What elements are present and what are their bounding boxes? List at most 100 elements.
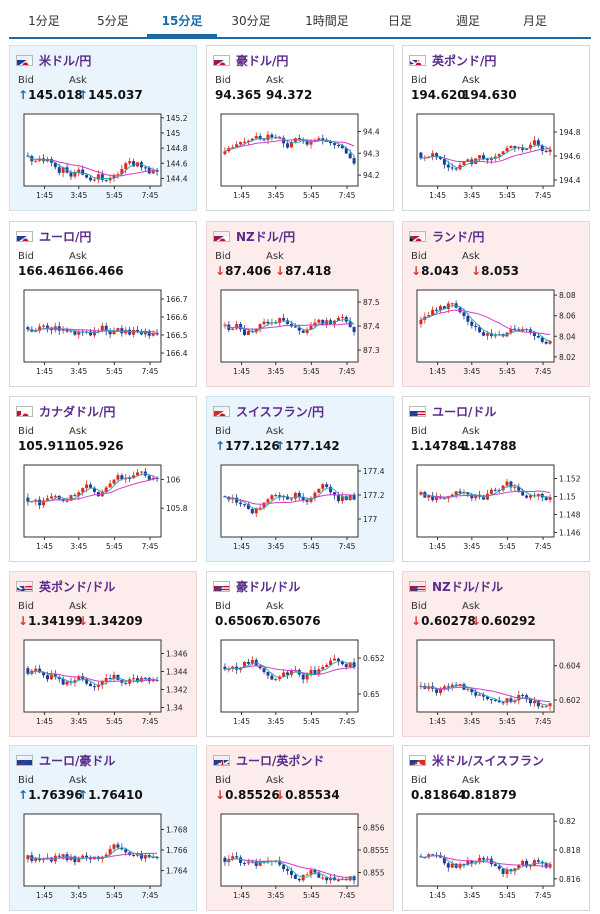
chart-svg: 106 105.8 1:45 3:45 5:45 7:45 (23, 464, 188, 551)
candle-body (81, 169, 85, 175)
moving-average-short (224, 136, 355, 157)
x-tick-label: 7:45 (142, 891, 159, 900)
rate-card[interactable]: NZドル/ドル Bid Ask ↓0.60278 ↓0.60292 0.604 0.602 1… (402, 571, 590, 737)
candle-body (485, 696, 489, 700)
pair-title[interactable]: ユーロ/豪ドル (39, 753, 116, 768)
candle-body (34, 330, 38, 332)
moving-average-long (420, 685, 551, 702)
gb-jp-flag-icon (409, 54, 426, 66)
x-tick-label: 3:45 (267, 891, 284, 900)
pair-title[interactable]: 豪ドル/円 (236, 53, 289, 68)
ask-value: 0.81879 (462, 788, 517, 802)
candle-body (155, 680, 159, 682)
candle-body (348, 494, 352, 501)
rate-card[interactable]: ユーロ/円 Bid Ask 166.461 166.466 166.7 166.6 166.5… (9, 221, 197, 387)
tab-2[interactable]: 15分足 (147, 6, 217, 37)
rate-card[interactable]: 豪ドル/ドル Bid Ask 0.65067 0.65076 0.652 0.65 1:45 3… (206, 571, 394, 737)
ask-label: Ask (69, 601, 87, 612)
y-tick-label: 87.5 (363, 298, 380, 307)
rate-card[interactable]: ユーロ/英ポンド Bid Ask ↓0.85526 ↓0.85534 0.856 0.855… (206, 745, 394, 911)
candle-body (431, 495, 435, 501)
candle-body (143, 167, 147, 169)
candle-body (266, 321, 270, 324)
tab-1[interactable]: 5分足 (97, 14, 129, 28)
tab-3[interactable]: 30分足 (231, 14, 271, 28)
tab-7[interactable]: 月足 (522, 14, 547, 28)
rate-card[interactable]: 米ドル/円 Bid Ask ↑145.018 ↑145.037 145.2 145 144.8… (9, 45, 197, 211)
rate-card[interactable]: 英ポンド/ドル Bid Ask ↓1.34199 ↓1.34209 1.346 1.344 1… (9, 571, 197, 737)
candle-body (493, 335, 497, 337)
candle-body (340, 496, 344, 502)
candle-body (509, 481, 513, 488)
candle-body (521, 328, 525, 332)
rate-card[interactable]: 英ポンド/円 Bid Ask 194.620 194.630 194.8 194.6 194.… (402, 45, 590, 211)
pair-title[interactable]: 米ドル/スイスフラン (432, 753, 545, 768)
candle-body (112, 674, 116, 679)
card-header: 豪ドル/円 (213, 52, 288, 68)
candle-body (478, 327, 482, 333)
x-tick-label: 7:45 (535, 891, 552, 900)
x-tick-label: 1:45 (429, 191, 446, 200)
pair-title[interactable]: NZドル/ドル (432, 579, 504, 594)
x-tick-label: 7:45 (339, 367, 356, 376)
candle-body (313, 322, 317, 326)
candle-body (49, 158, 53, 163)
ask-arrow-down-icon: ↓ (78, 614, 89, 628)
bid-value: 0.85526 (225, 788, 280, 802)
rate-card[interactable]: カナダドル/円 Bid Ask 105.911 105.926 106 105.8 1:45 3… (9, 396, 197, 562)
plot-frame (416, 464, 555, 538)
pair-title[interactable]: スイスフラン/円 (236, 404, 325, 419)
arrow-up-icon: ↑ (215, 439, 226, 453)
moving-average-short (224, 858, 355, 881)
bid-value: 0.65067 (215, 614, 270, 628)
pair-title[interactable]: ユーロ/英ポンド (236, 753, 325, 768)
tab-4[interactable]: 1時間足 (305, 14, 349, 28)
rate-card[interactable]: ランド/円 Bid Ask ↓8.043 ↓8.053 8.08 8.06 8.04 8.02 1… (402, 221, 590, 387)
candle-body (509, 698, 513, 703)
rate-card[interactable]: ユーロ/ドル Bid Ask 1.14784 1.14788 1.152 1.15 1.148… (402, 396, 590, 562)
pair-title[interactable]: ユーロ/円 (39, 229, 92, 244)
candle-body (450, 863, 454, 868)
ask-price: ↑177.142 (275, 439, 340, 453)
candle-body (124, 163, 128, 170)
candle-body (231, 147, 235, 149)
rate-card[interactable]: NZドル/円 Bid Ask ↓87.406 ↓87.418 87.5 87.4 87.3 1:… (206, 221, 394, 387)
tab-0[interactable]: 1分足 (28, 14, 60, 28)
candle-body (352, 326, 356, 333)
pair-title[interactable]: ユーロ/ドル (432, 404, 497, 419)
pair-title[interactable]: NZドル/円 (236, 229, 296, 244)
pair-title[interactable]: ランド/円 (432, 229, 485, 244)
bid-price: 1.14784 (411, 439, 466, 453)
candle-body (274, 495, 278, 497)
candle-body (470, 494, 474, 499)
ask-label: Ask (69, 426, 87, 437)
card-header: 英ポンド/円 (409, 52, 496, 68)
card-header: 豪ドル/ドル (213, 578, 300, 594)
candle-body (313, 869, 317, 873)
pair-title[interactable]: 米ドル/円 (39, 53, 92, 68)
candle-body (270, 495, 274, 500)
rate-card[interactable]: 米ドル/スイスフラン Bid Ask 0.81864 0.81879 0.82 0.818 0… (402, 745, 590, 911)
rate-card[interactable]: ユーロ/豪ドル Bid Ask ↑1.76396 ↑1.76410 1.768 1.766 1… (9, 745, 197, 911)
candle-body (321, 877, 325, 879)
ask-price: ↓8.053 (471, 264, 519, 278)
tab-6[interactable]: 週足 (455, 14, 480, 28)
x-tick-label: 1:45 (429, 717, 446, 726)
candle-body (270, 675, 274, 680)
candle-body (305, 674, 309, 680)
pair-title[interactable]: 豪ドル/ドル (236, 579, 301, 594)
rate-card[interactable]: 豪ドル/円 Bid Ask 94.365 94.372 94.4 94.3 94.2 1:45 3… (206, 45, 394, 211)
pair-title[interactable]: 英ポンド/円 (432, 53, 497, 68)
candle-body (529, 865, 533, 867)
x-tick-label: 3:45 (463, 191, 480, 200)
y-tick-label: 0.856 (363, 824, 385, 833)
pair-title[interactable]: カナダドル/円 (39, 404, 116, 419)
x-tick-label: 5:45 (303, 367, 320, 376)
candle-body (478, 857, 482, 863)
x-tick-label: 5:45 (106, 367, 123, 376)
us-jp-flag-icon (16, 54, 33, 66)
rate-card[interactable]: スイスフラン/円 Bid Ask ↑177.126 ↑177.142 177.4 177.2… (206, 396, 394, 562)
candle-body (100, 325, 104, 331)
pair-title[interactable]: 英ポンド/ドル (39, 579, 116, 594)
tab-5[interactable]: 日足 (387, 14, 412, 28)
